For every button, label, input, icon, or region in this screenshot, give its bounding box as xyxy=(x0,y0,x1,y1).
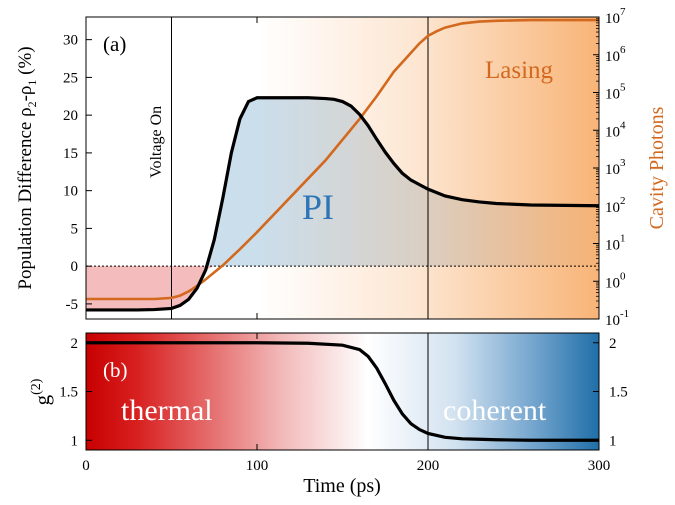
y-tick-label-right: 1.5 xyxy=(609,385,628,401)
y2-tick-label: 104 xyxy=(605,119,626,140)
y-tick-label: 15 xyxy=(63,146,78,162)
right-y-ticks: 10-1 100 101 102 103 104 105 106 107 xyxy=(593,6,629,329)
left-y-ticks: -5 0 5 10 15 20 25 30 xyxy=(63,33,92,313)
y2-tick-label: 103 xyxy=(605,157,626,178)
y2-tick-label: 101 xyxy=(605,233,626,254)
y-tick-label: 30 xyxy=(63,33,78,49)
y2-tick-label: 106 xyxy=(605,44,626,65)
panel-b-y-ticks: 1 1 1.5 1.5 2 2 xyxy=(59,336,628,450)
x-tick-label: 100 xyxy=(246,458,269,474)
cavity-photons-curve xyxy=(86,18,599,301)
y-tick-label: 20 xyxy=(63,108,78,124)
y-tick-label: 1 xyxy=(71,433,79,449)
left-y-axis-label: Population Difference ρ2-ρ1 (%) xyxy=(15,46,39,289)
y2-tick-label: 107 xyxy=(605,6,626,27)
panel-a: -5 0 5 10 15 20 25 30 10-1 100 101 102 103 104 105 106… xyxy=(15,6,668,329)
y2-tick-label: 102 xyxy=(605,195,626,216)
coherence-gradient-background xyxy=(86,333,599,450)
vertical-guides xyxy=(171,17,429,319)
y2-tick-label: 100 xyxy=(605,270,626,291)
y-tick-label: 25 xyxy=(63,70,78,86)
panel-a-x-ticks xyxy=(85,17,600,319)
thermal-label: thermal xyxy=(121,394,213,427)
y-tick-label: -5 xyxy=(66,297,79,313)
g2-curve xyxy=(86,341,599,442)
x-tick-label: 0 xyxy=(82,458,90,474)
y-tick-label: 0 xyxy=(71,259,79,275)
coherent-label: coherent xyxy=(443,394,547,427)
x-axis-ticks: 0 100 200 300 xyxy=(82,333,610,474)
voltage-on-label: Voltage On xyxy=(148,106,165,178)
y-tick-label: 10 xyxy=(63,184,78,200)
y2-tick-label: 105 xyxy=(605,82,626,103)
panel-b-label: (b) xyxy=(103,358,128,382)
y2-tick-label: 10-1 xyxy=(605,308,629,329)
y-tick-label-right: 1 xyxy=(609,433,617,449)
panel-a-label: (a) xyxy=(103,32,126,56)
x-tick-label: 300 xyxy=(588,458,611,474)
x-axis-label: Time (ps) xyxy=(303,475,381,497)
y-tick-label: 2 xyxy=(71,336,79,352)
y-tick-label: 5 xyxy=(71,221,79,237)
right-y-axis-label: Cavity Photons xyxy=(646,106,668,229)
panel-b: 1 1 1.5 1.5 2 2 0 100 200 300 (b) thermal cohere… xyxy=(29,332,628,497)
lasing-label: Lasing xyxy=(485,57,554,84)
y-tick-label: 1.5 xyxy=(59,385,78,401)
x-tick-label: 200 xyxy=(417,458,440,474)
panel-b-y-axis-label: g(2) xyxy=(29,378,54,405)
y-tick-label-right: 2 xyxy=(609,336,617,352)
pi-label: PI xyxy=(302,187,334,227)
population-difference-curve xyxy=(86,96,599,312)
